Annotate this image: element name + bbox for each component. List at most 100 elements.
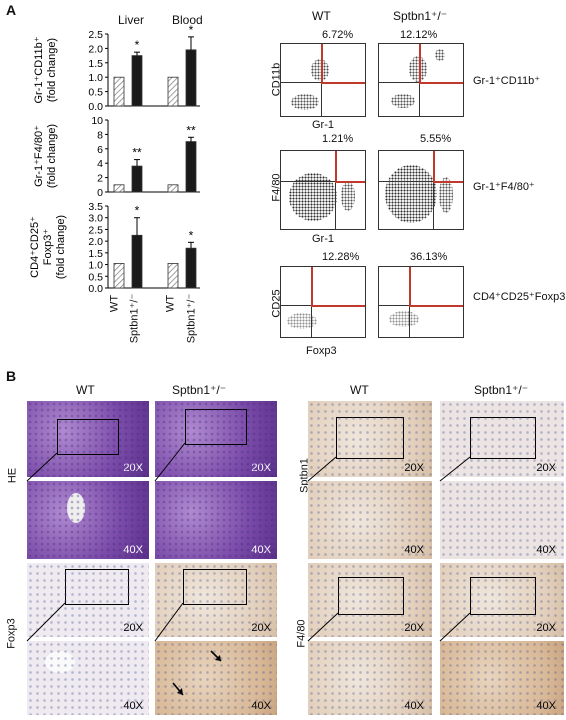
histo-foxp3-wt-20x: 20X <box>27 563 149 637</box>
y-tick-label: 0.5 <box>88 87 103 99</box>
mag-label: 20X <box>536 622 556 634</box>
y-tick-label: 2.0 <box>88 43 103 55</box>
flow-plot-wt-2 <box>280 150 366 230</box>
histo-he-wt-20x: 20X <box>27 401 149 477</box>
flow-pct-mut-2: 5.55% <box>420 133 452 145</box>
histo-foxp3-wt-40x: 40X <box>27 641 149 715</box>
mag-label: 40X <box>123 544 143 556</box>
mag-label: 40X <box>404 544 424 556</box>
mag-label: 40X <box>536 544 556 556</box>
histo-row-f480: F4/80 <box>295 619 308 648</box>
histo-row-foxp3: Foxp3 <box>5 618 18 649</box>
y-tick-label: 1.5 <box>88 58 103 70</box>
y-tick-label: 0.5 <box>88 271 103 283</box>
flow-pct-wt-3: 12.28% <box>322 251 360 263</box>
y-tick-label: 10 <box>91 115 103 127</box>
flow-xlabel-2: Gr-1 <box>312 233 334 245</box>
histo-foxp3-mut-40x: 40X <box>155 641 277 715</box>
flow-pct-wt-2: 1.21% <box>322 133 354 145</box>
bar <box>167 184 179 193</box>
y-tick-label: 1.0 <box>88 72 103 84</box>
mag-label: 20X <box>536 462 556 474</box>
mag-label: 20X <box>123 462 143 474</box>
y-tick-label: 2 <box>97 173 103 185</box>
bar <box>185 141 197 193</box>
bar <box>131 55 143 107</box>
mag-label: 40X <box>536 700 556 712</box>
flow-label-2: Gr-1⁺F4/80⁺ <box>473 181 535 193</box>
histo-he-mut-40x: 40X <box>155 481 277 559</box>
bar <box>185 49 197 107</box>
bar <box>167 76 179 107</box>
y-tick-label: 2.5 <box>88 29 103 41</box>
mag-label: 40X <box>251 544 271 556</box>
bar <box>131 165 143 193</box>
flow-label-1: Gr-1⁺CD11b⁺ <box>473 75 541 87</box>
y-axis-label: (fold change) <box>55 215 67 279</box>
flow-plot-mut-2 <box>378 150 464 230</box>
y-tick-label: 0.0 <box>88 283 103 295</box>
bar <box>131 234 143 289</box>
histo-sptbn1-mut-40x: 40X <box>440 481 564 559</box>
significance-label: * <box>189 23 194 37</box>
flow-pct-wt-1: 6.72% <box>322 29 354 41</box>
flow-pct-mut-3: 36.13% <box>410 251 448 263</box>
histo-col-wt-right: WT <box>350 383 369 397</box>
flow-col-mut: Sptbn1⁺/⁻ <box>393 9 448 23</box>
mag-label: 40X <box>123 700 143 712</box>
y-tick-label: 1.5 <box>88 248 103 260</box>
histo-f480-wt-40x: 40X <box>308 641 432 715</box>
histo-he-mut-20x: 20X <box>155 401 277 477</box>
flow-col-wt: WT <box>312 9 331 23</box>
bar <box>167 262 179 289</box>
histo-sptbn1-wt-40x: 40X <box>308 481 432 559</box>
y-axis-label: CD4⁺CD25⁺ <box>29 216 41 278</box>
bar <box>113 184 125 193</box>
mag-label: 20X <box>404 462 424 474</box>
significance-label: * <box>135 38 140 52</box>
histo-foxp3-mut-20x: 20X <box>155 563 277 637</box>
mag-label: 20X <box>123 622 143 634</box>
y-tick-label: 6 <box>97 144 103 156</box>
histo-sptbn1-mut-20x: 20X <box>440 401 564 477</box>
bar <box>113 76 125 107</box>
y-tick-label: 2.5 <box>88 224 103 236</box>
flow-plot-mut-1 <box>378 43 464 117</box>
mag-label: 20X <box>251 462 271 474</box>
y-tick-label: 2.0 <box>88 236 103 248</box>
y-tick-label: 4 <box>97 158 103 170</box>
histo-f480-wt-20x: 20X <box>308 563 432 637</box>
mag-label: 20X <box>404 622 424 634</box>
xlabel-mut-blood: Sptbn1⁺/⁻ <box>185 293 198 344</box>
xlabel-wt-blood: WT <box>164 294 177 313</box>
y-axis-label: (fold change) <box>46 124 58 188</box>
significance-label: * <box>189 228 194 242</box>
bar-charts: 2.52.01.51.00.50.0Gr-1⁺CD11b⁺ (fold chang… <box>29 23 200 295</box>
y-tick-label: 3.0 <box>88 213 103 225</box>
flow-plot-wt-1 <box>280 43 366 117</box>
histo-col-wt-left: WT <box>76 383 95 397</box>
significance-label: ** <box>132 146 142 160</box>
histo-f480-mut-40x: 40X <box>440 641 564 715</box>
y-axis-label: Gr-1⁺F4/80⁺ <box>33 125 45 187</box>
xlabel-wt-liver: WT <box>108 294 121 313</box>
mag-label: 40X <box>251 700 271 712</box>
bar <box>185 247 197 289</box>
xlabel-mut-liver: Sptbn1⁺/⁻ <box>128 293 141 344</box>
y-tick-label: 1.0 <box>88 260 103 272</box>
arrow-icons <box>172 650 222 696</box>
significance-label: * <box>135 204 140 218</box>
y-axis-label: (fold change) <box>46 38 58 102</box>
y-axis-label: Gr-1⁺CD11b⁺ <box>33 36 45 103</box>
y-tick-label: 0 <box>97 187 103 199</box>
flow-label-3: CD4⁺CD25⁺Foxp3⁺ <box>473 291 566 303</box>
histo-col-mut-right: Sptbn1⁺/⁻ <box>474 383 529 397</box>
histo-col-mut-left: Sptbn1⁺/⁻ <box>172 383 227 397</box>
bar <box>113 262 125 289</box>
flow-plot-wt-3 <box>280 266 366 338</box>
header-liver: Liver <box>118 13 145 27</box>
histo-sptbn1-wt-20x: 20X <box>308 401 432 477</box>
y-tick-label: 3.5 <box>88 201 103 213</box>
flow-pct-mut-1: 12.12% <box>400 29 438 41</box>
mag-label: 20X <box>251 622 271 634</box>
